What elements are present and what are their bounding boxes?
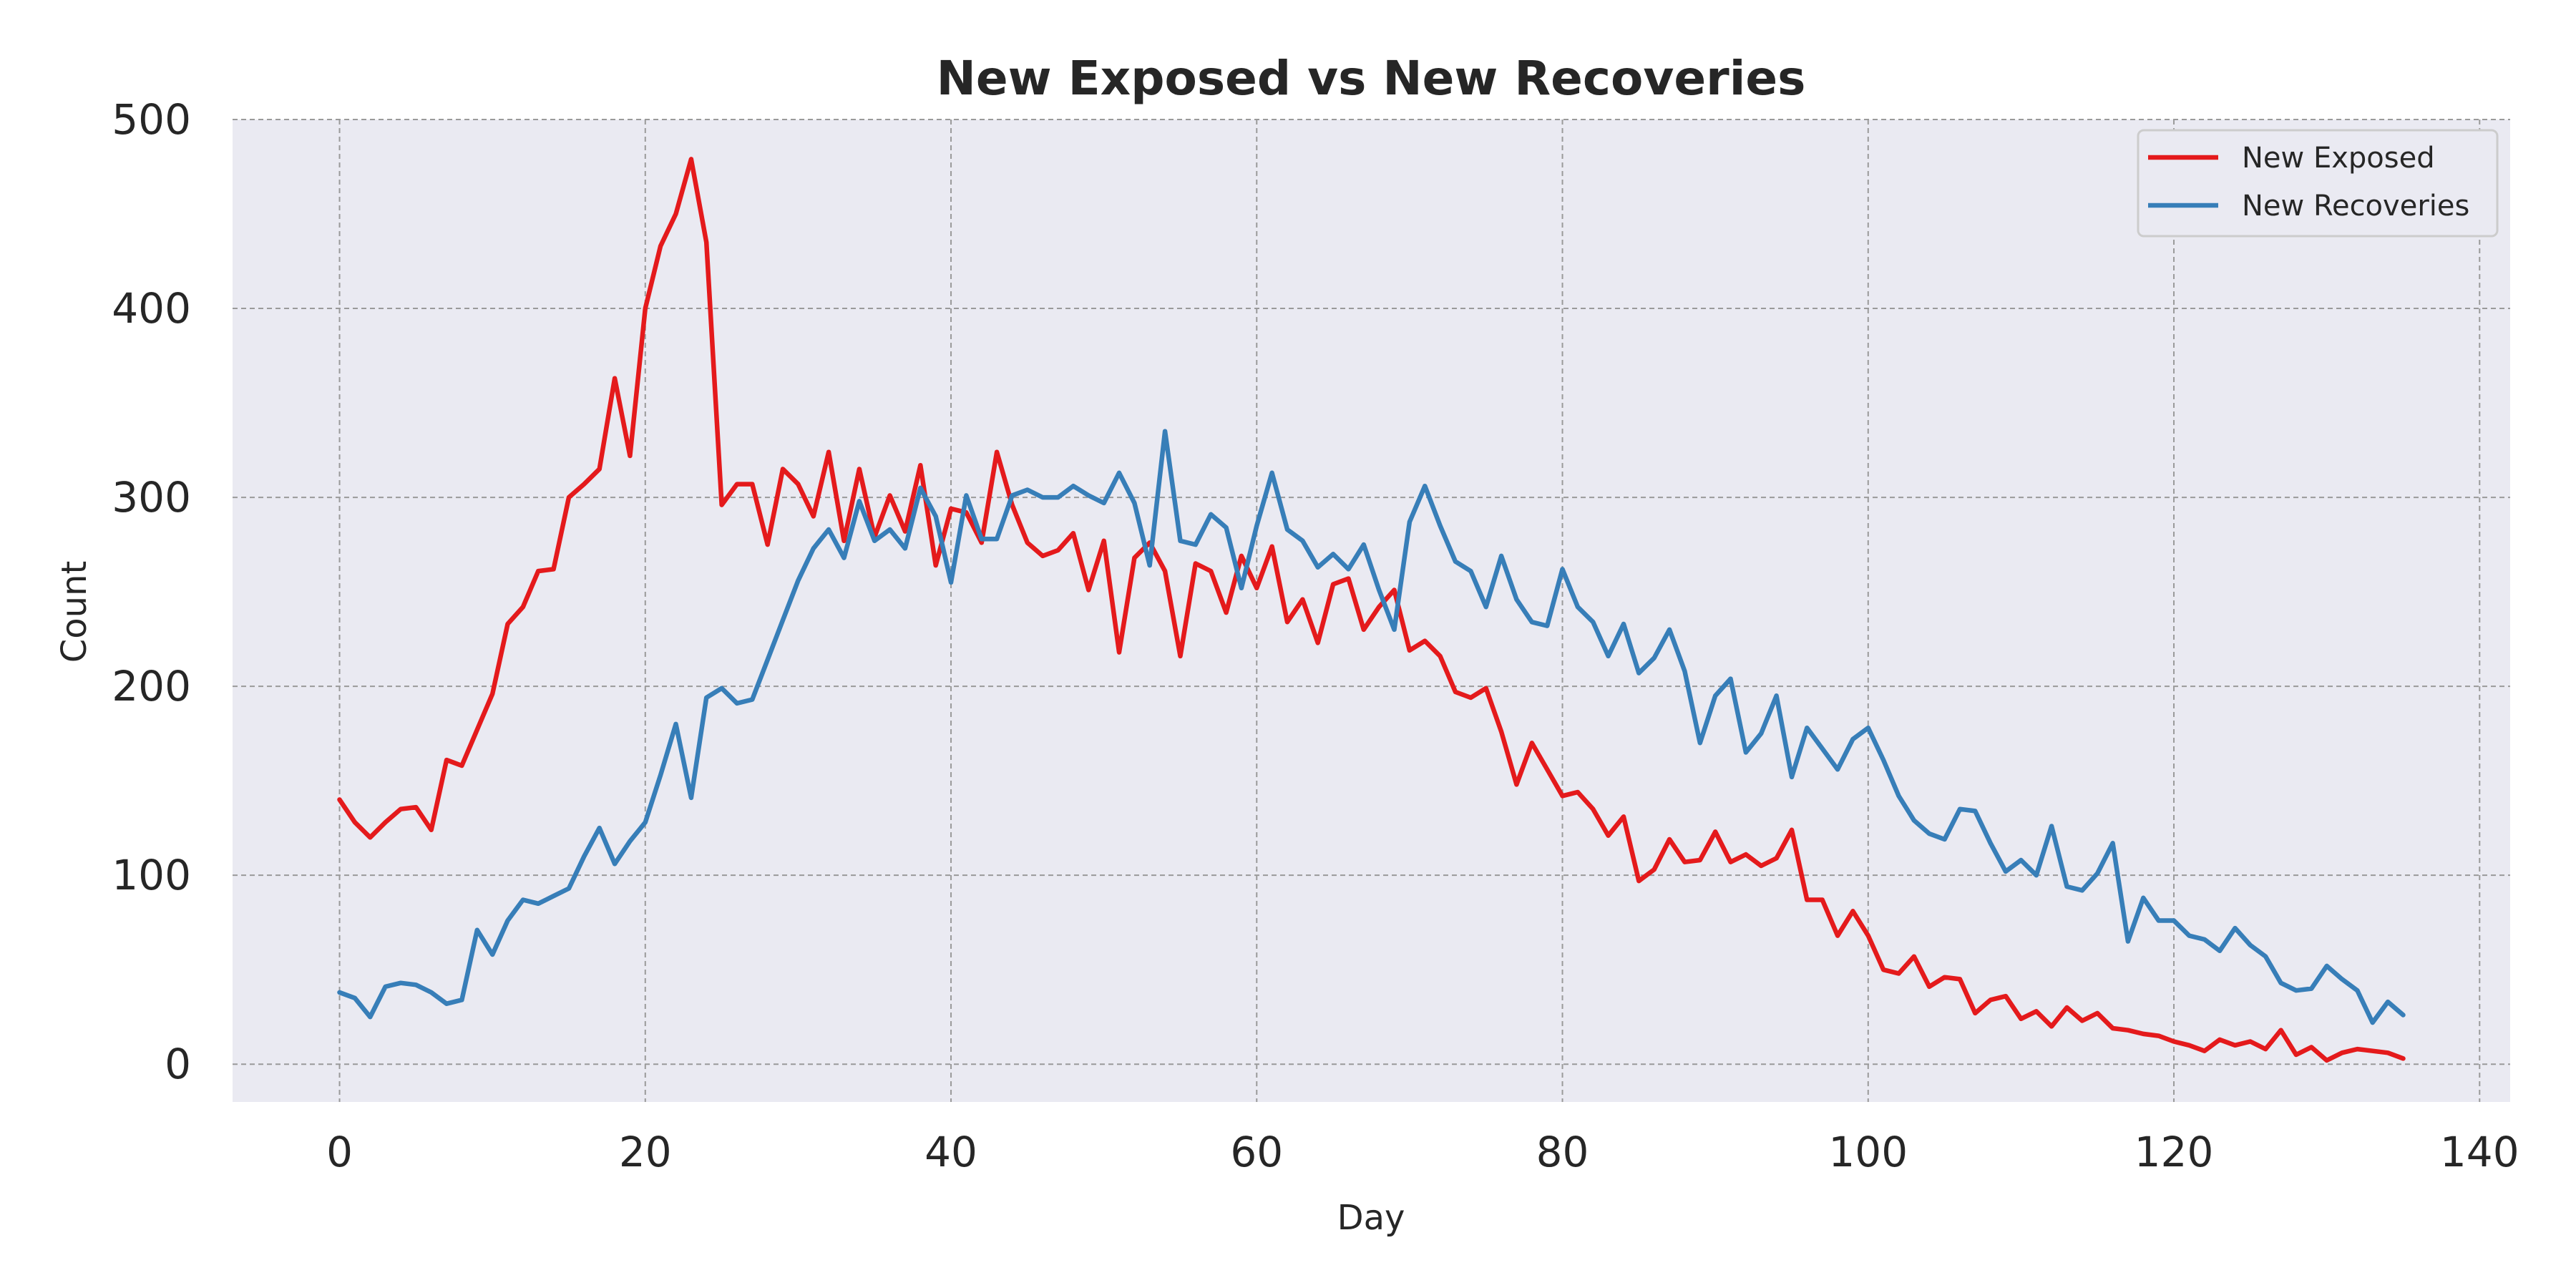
y-axis-label: Count <box>54 561 94 663</box>
x-tick-label: 80 <box>1536 1128 1589 1176</box>
legend-label-new-recoveries: New Recoveries <box>2242 190 2469 223</box>
x-tick-label: 20 <box>619 1128 672 1176</box>
x-tick-label: 140 <box>2440 1128 2519 1176</box>
y-tick-label: 100 <box>112 851 191 899</box>
chart-title: New Exposed vs New Recoveries <box>937 51 1806 106</box>
y-tick-label: 200 <box>112 662 191 711</box>
x-tick-label: 120 <box>2135 1128 2214 1176</box>
y-tick-label: 0 <box>165 1040 191 1088</box>
series-lines <box>337 157 2406 1063</box>
tick-labels: 0 20 40 60 80 100 120 140 0 100 200 300 400 500 <box>112 95 2519 1176</box>
plot-area <box>233 119 2510 1102</box>
series-line-new-exposed <box>337 157 2406 1063</box>
legend: New Exposed New Recoveries <box>2137 129 2499 238</box>
grid-lines <box>233 119 2510 1102</box>
x-axis-label: Day <box>1337 1198 1405 1238</box>
y-tick-label: 400 <box>112 284 191 333</box>
legend-label-new-exposed: New Exposed <box>2242 142 2435 175</box>
series-line-new-recoveries <box>337 429 2406 1025</box>
y-tick-label: 500 <box>112 95 191 144</box>
x-tick-label: 40 <box>924 1128 977 1176</box>
y-tick-label: 300 <box>112 473 191 522</box>
x-tick-label: 0 <box>326 1128 353 1176</box>
x-tick-label: 60 <box>1230 1128 1283 1176</box>
x-tick-label: 100 <box>1828 1128 1908 1176</box>
legend-box <box>2137 129 2499 238</box>
